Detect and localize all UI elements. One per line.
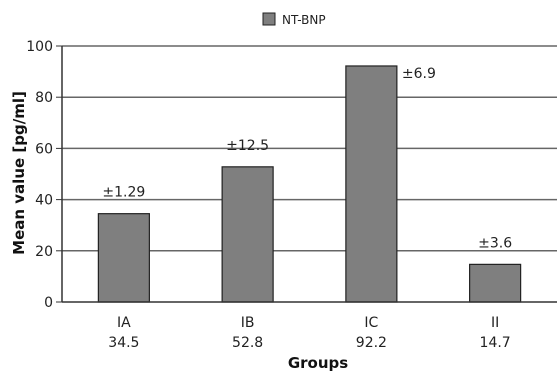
bar	[97, 213, 150, 303]
legend-label: NT-BNP	[282, 13, 326, 27]
category-label: IB	[241, 315, 255, 331]
bars	[97, 65, 522, 303]
y-tick-label: 100	[26, 39, 53, 55]
error-label: ±6.9	[402, 66, 436, 82]
axes	[61, 46, 557, 303]
x-category-labels: IA 34.5 IB 52.8 IC 92.2 II 14.7	[108, 315, 510, 351]
error-label: ±12.5	[226, 138, 269, 154]
value-label: 34.5	[108, 335, 139, 351]
bar	[345, 65, 398, 303]
y-tick-label: 80	[35, 90, 53, 106]
x-axis-title: Groups	[288, 354, 348, 372]
y-axis-title: Mean value [pg/ml]	[10, 91, 28, 255]
value-label: 52.8	[232, 335, 263, 351]
category-label: IA	[117, 315, 131, 331]
legend: NT-BNP	[262, 12, 326, 27]
category-label: II	[491, 315, 499, 331]
error-label: ±1.29	[102, 185, 145, 201]
category-label: IC	[364, 315, 378, 331]
error-labels: ±1.29 ±12.5 ±6.9 ±3.6	[102, 66, 512, 251]
legend-swatch	[262, 12, 276, 26]
bar	[221, 166, 274, 303]
error-label: ±3.6	[478, 235, 512, 251]
y-tick-labels: 0 20 40 60 80 100	[26, 39, 53, 311]
bar	[469, 263, 522, 303]
y-tick-label: 0	[44, 295, 53, 311]
y-tick-label: 40	[35, 193, 53, 209]
y-tick-label: 60	[35, 141, 53, 157]
value-label: 92.2	[356, 335, 387, 351]
y-tick-label: 20	[35, 244, 53, 260]
value-label: 14.7	[480, 335, 511, 351]
